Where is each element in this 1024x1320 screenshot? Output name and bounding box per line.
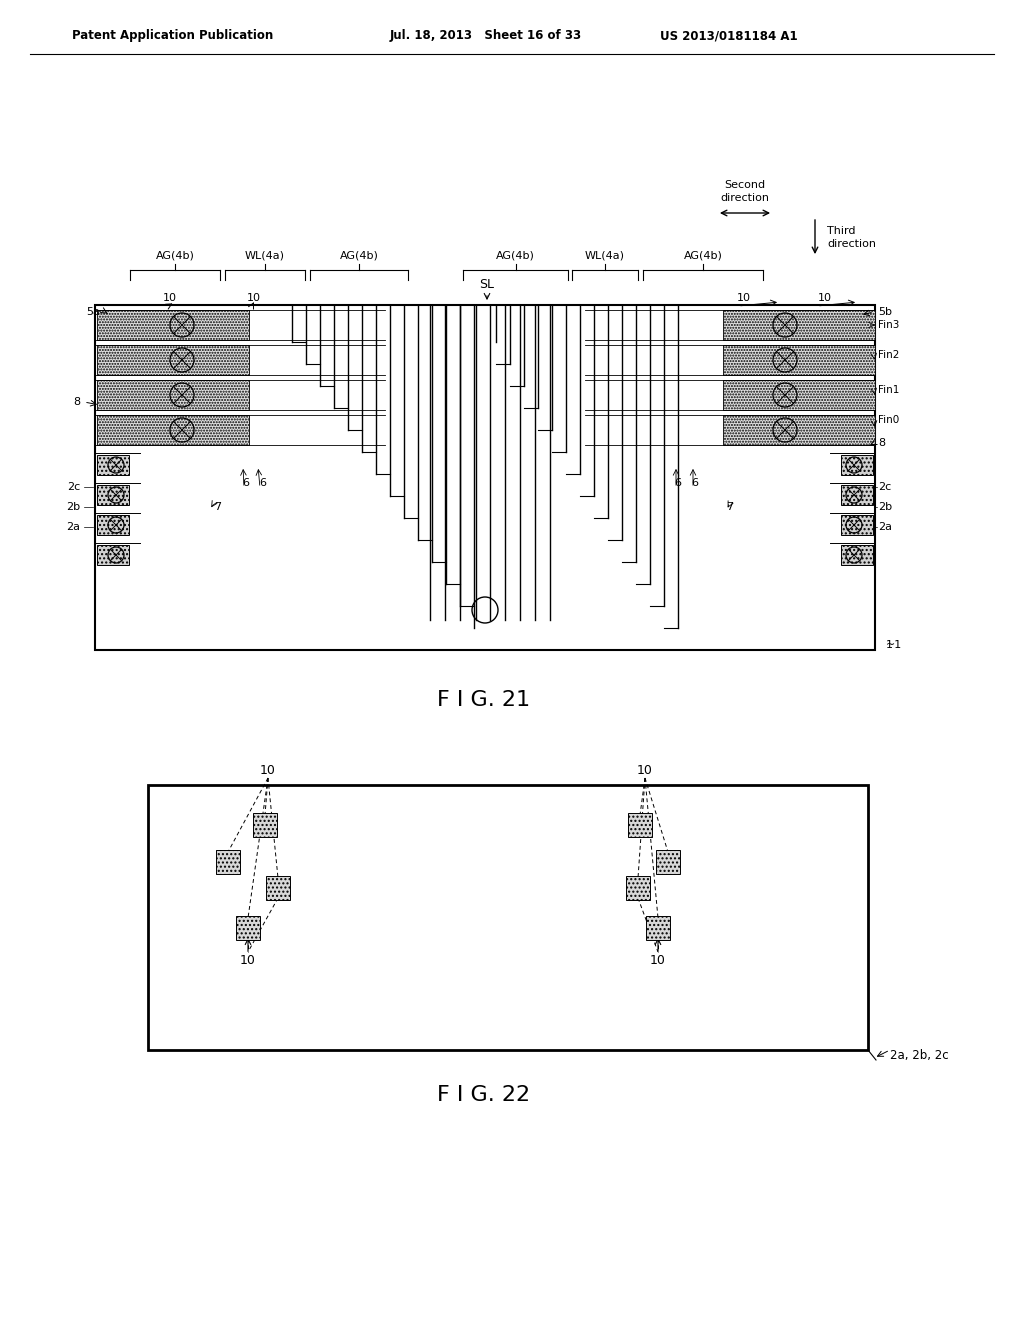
Bar xyxy=(841,484,873,506)
Bar xyxy=(723,380,874,411)
Text: 7: 7 xyxy=(726,502,733,512)
Bar xyxy=(841,515,873,535)
Text: 8: 8 xyxy=(73,397,80,407)
Bar xyxy=(656,850,680,874)
Bar xyxy=(626,876,650,900)
Text: ~1: ~1 xyxy=(886,640,902,649)
Bar xyxy=(97,414,249,445)
Text: Jul. 18, 2013   Sheet 16 of 33: Jul. 18, 2013 Sheet 16 of 33 xyxy=(390,29,582,42)
Text: 2a: 2a xyxy=(878,521,892,532)
Text: 10: 10 xyxy=(737,293,751,304)
Text: 2b: 2b xyxy=(878,502,892,512)
Text: AG(4b): AG(4b) xyxy=(340,249,379,260)
Text: 10: 10 xyxy=(818,293,831,304)
Text: 5b: 5b xyxy=(878,308,892,317)
Text: AG(4b): AG(4b) xyxy=(496,249,535,260)
Text: 10: 10 xyxy=(240,953,256,966)
Text: AG(4b): AG(4b) xyxy=(684,249,723,260)
Text: US 2013/0181184 A1: US 2013/0181184 A1 xyxy=(660,29,798,42)
Text: 6: 6 xyxy=(675,478,682,488)
Text: direction: direction xyxy=(721,193,769,203)
Text: Second: Second xyxy=(724,180,766,190)
Text: 7: 7 xyxy=(214,502,221,512)
Text: 10: 10 xyxy=(163,293,177,304)
Text: Fin2: Fin2 xyxy=(878,350,899,360)
Text: F I G. 22: F I G. 22 xyxy=(437,1085,530,1105)
Bar xyxy=(266,876,290,900)
Text: 6: 6 xyxy=(691,478,698,488)
Text: 2b: 2b xyxy=(66,502,80,512)
Text: SL: SL xyxy=(479,279,495,292)
Bar xyxy=(723,414,874,445)
Text: Fin1: Fin1 xyxy=(878,385,899,395)
Bar xyxy=(148,785,868,1049)
Bar xyxy=(841,545,873,565)
Text: 2a, 2b, 2c: 2a, 2b, 2c xyxy=(890,1048,948,1061)
Text: direction: direction xyxy=(827,239,876,249)
Bar xyxy=(97,455,129,475)
Bar xyxy=(97,310,249,341)
Text: 1: 1 xyxy=(886,640,893,649)
Bar xyxy=(723,345,874,375)
Text: 10: 10 xyxy=(637,763,653,776)
Bar xyxy=(253,813,278,837)
Bar xyxy=(97,545,129,565)
Bar xyxy=(97,345,249,375)
Text: 2c: 2c xyxy=(878,482,891,492)
Bar xyxy=(236,916,260,940)
Text: 6: 6 xyxy=(259,478,266,488)
Text: 10: 10 xyxy=(650,953,666,966)
Text: WL(4a): WL(4a) xyxy=(585,249,625,260)
Bar xyxy=(628,813,652,837)
Bar xyxy=(97,515,129,535)
Bar xyxy=(95,305,874,649)
Text: 10: 10 xyxy=(247,293,261,304)
Text: Fin3: Fin3 xyxy=(878,319,899,330)
Text: 2c: 2c xyxy=(67,482,80,492)
Text: 10: 10 xyxy=(260,763,275,776)
Bar xyxy=(97,380,249,411)
Text: Fin0: Fin0 xyxy=(878,414,899,425)
Text: Patent Application Publication: Patent Application Publication xyxy=(72,29,273,42)
Text: 8: 8 xyxy=(878,438,885,447)
Text: Third: Third xyxy=(827,226,855,236)
Text: 6: 6 xyxy=(243,478,250,488)
Text: 2a: 2a xyxy=(66,521,80,532)
Bar xyxy=(97,484,129,506)
Text: WL(4a): WL(4a) xyxy=(245,249,285,260)
Text: 5a: 5a xyxy=(86,308,100,317)
Text: F I G. 21: F I G. 21 xyxy=(437,690,530,710)
Bar xyxy=(841,455,873,475)
Bar xyxy=(723,310,874,341)
Bar xyxy=(646,916,670,940)
Bar xyxy=(216,850,240,874)
Text: AG(4b): AG(4b) xyxy=(156,249,195,260)
